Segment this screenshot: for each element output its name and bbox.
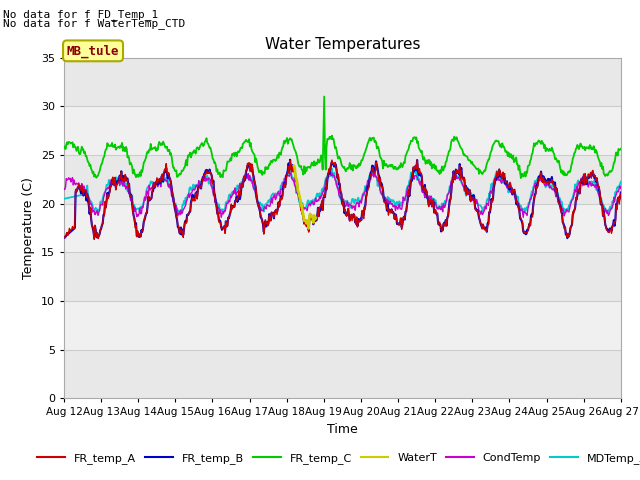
Text: No data for f FD_Temp_1: No data for f FD_Temp_1 [3, 9, 159, 20]
Text: MB_tule: MB_tule [67, 44, 119, 58]
Bar [64, 204, 621, 252]
Bar [64, 301, 621, 350]
Legend: FR_temp_A, FR_temp_B, FR_temp_C, WaterT, CondTemp, MDTemp_A: FR_temp_A, FR_temp_B, FR_temp_C, WaterT,… [33, 448, 640, 468]
Bar [64, 350, 621, 398]
X-axis label: Time: Time [327, 423, 358, 436]
Title: Water Temperatures: Water Temperatures [265, 37, 420, 52]
Y-axis label: Temperature (C): Temperature (C) [22, 177, 35, 279]
Bar [64, 252, 621, 301]
Bar [64, 155, 621, 204]
Bar [64, 106, 621, 155]
Text: No data for f WaterTemp_CTD: No data for f WaterTemp_CTD [3, 18, 186, 29]
Bar [64, 58, 621, 106]
